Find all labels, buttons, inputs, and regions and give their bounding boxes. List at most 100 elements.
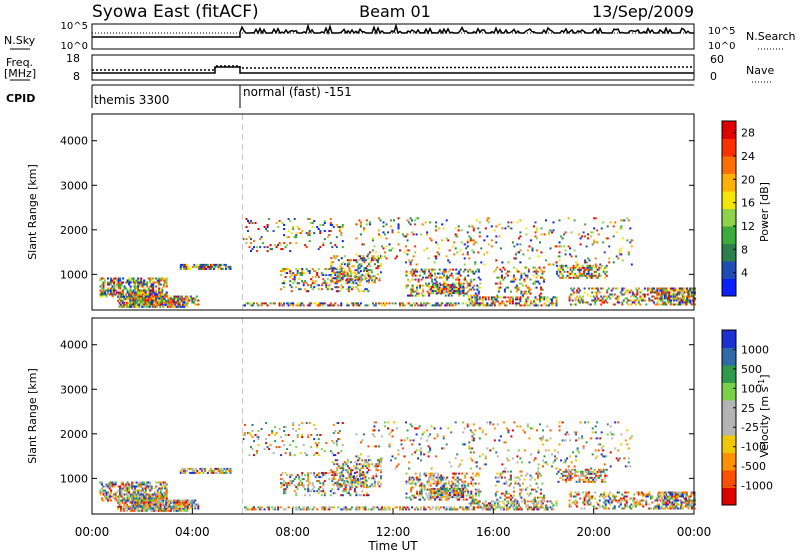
heatmap-cell	[165, 285, 168, 288]
heatmap-cell	[323, 492, 326, 495]
heatmap-cell	[520, 304, 523, 307]
heatmap-cell	[435, 290, 438, 292]
heatmap-cell	[334, 454, 337, 457]
heatmap-cell	[557, 266, 560, 269]
heatmap-cell	[574, 503, 577, 506]
heatmap-cell	[534, 231, 537, 234]
heatmap-cell	[121, 303, 124, 306]
heatmap-cell	[471, 300, 474, 303]
heatmap-cell	[663, 301, 666, 304]
heatmap-cell	[413, 496, 416, 499]
heatmap-cell	[256, 436, 258, 439]
heatmap-cell	[193, 471, 196, 474]
heatmap-cell	[228, 267, 230, 270]
heatmap-cell	[573, 291, 576, 294]
heatmap-cell	[274, 434, 277, 436]
heatmap-cell	[364, 482, 367, 485]
heatmap-cell	[138, 499, 141, 502]
heatmap-cell	[107, 499, 109, 502]
heatmap-cell	[537, 496, 539, 499]
heatmap-cell	[244, 424, 246, 426]
heatmap-cell	[110, 293, 113, 296]
nave-right-tick-top: 60	[710, 53, 724, 66]
heatmap-cell	[486, 235, 489, 238]
heatmap-cell	[503, 476, 506, 479]
heatmap-cell	[484, 298, 487, 301]
heatmap-cell	[110, 489, 113, 492]
heatmap-cell	[612, 225, 615, 228]
heatmap-cell	[572, 276, 575, 279]
heatmap-cell	[586, 493, 589, 496]
heatmap-cell	[675, 299, 678, 302]
heatmap-cell	[411, 219, 414, 222]
heatmap-cell	[686, 301, 689, 304]
heatmap-cell	[627, 299, 630, 302]
heatmap-cell	[113, 291, 116, 294]
heatmap-cell	[456, 290, 459, 292]
heatmap-cell	[266, 226, 269, 228]
heatmap-cell	[688, 297, 690, 300]
heatmap-cell	[578, 274, 581, 277]
heatmap-cell	[265, 422, 268, 424]
heatmap-cell	[597, 297, 600, 300]
heatmap-cell	[519, 235, 522, 238]
heatmap-cell	[203, 265, 206, 268]
heatmap-cell	[129, 291, 132, 294]
heatmap-cell	[293, 280, 296, 283]
heatmap-cell	[367, 279, 370, 282]
heatmap-cell	[451, 487, 454, 490]
heatmap-cell	[678, 287, 681, 290]
heatmap-cell	[496, 502, 499, 505]
heatmap-cell	[444, 282, 447, 285]
heatmap-cell	[378, 508, 380, 511]
heatmap-cell	[477, 490, 480, 493]
heatmap-cell	[590, 235, 593, 238]
heatmap-cell	[640, 299, 643, 302]
heatmap-cell	[356, 259, 359, 262]
heatmap-cell	[152, 503, 155, 506]
heatmap-cell	[601, 470, 604, 473]
heatmap-cell	[612, 235, 615, 238]
heatmap-cell	[588, 497, 591, 500]
heatmap-cell	[511, 496, 514, 499]
heatmap-cell	[477, 492, 480, 495]
heatmap-cell	[376, 261, 379, 264]
heatmap-cell	[566, 476, 569, 479]
heatmap-cell	[546, 300, 549, 303]
heatmap-cell	[593, 480, 596, 483]
heatmap-cell	[534, 302, 537, 305]
heatmap-cell	[302, 284, 305, 287]
heatmap-cell	[514, 298, 517, 301]
heatmap-cell	[355, 273, 358, 276]
heatmap-cell	[483, 506, 486, 509]
heatmap-cell	[582, 301, 585, 304]
heatmap-cell	[224, 267, 227, 270]
heatmap-cell	[364, 479, 367, 482]
heatmap-cell	[341, 224, 344, 226]
heatmap-cell	[257, 436, 260, 439]
heatmap-cell	[455, 484, 458, 487]
heatmap-cell	[425, 276, 428, 279]
heatmap-cell	[531, 488, 533, 491]
heatmap-cell	[657, 291, 660, 294]
heatmap-cell	[295, 486, 298, 489]
heatmap-cell	[144, 493, 147, 496]
heatmap-cell	[569, 268, 572, 271]
heatmap-cell	[378, 265, 381, 268]
heatmap-cell	[117, 507, 120, 510]
heatmap-cell	[478, 504, 481, 507]
heatmap-cell	[426, 302, 429, 305]
heatmap-cell	[284, 276, 287, 279]
heatmap-cell	[612, 261, 615, 264]
heatmap-cell	[688, 289, 690, 292]
heatmap-cell	[566, 274, 569, 277]
heatmap-cell	[358, 219, 361, 222]
heatmap-cell	[173, 295, 176, 298]
freq-trace	[92, 66, 694, 74]
heatmap-cell	[552, 263, 555, 266]
heatmap-cell	[343, 483, 346, 486]
heatmap-cell	[441, 494, 444, 496]
heatmap-cell	[126, 295, 129, 298]
heatmap-cell	[441, 288, 444, 290]
freq-left-tick-top: 18	[66, 52, 80, 65]
